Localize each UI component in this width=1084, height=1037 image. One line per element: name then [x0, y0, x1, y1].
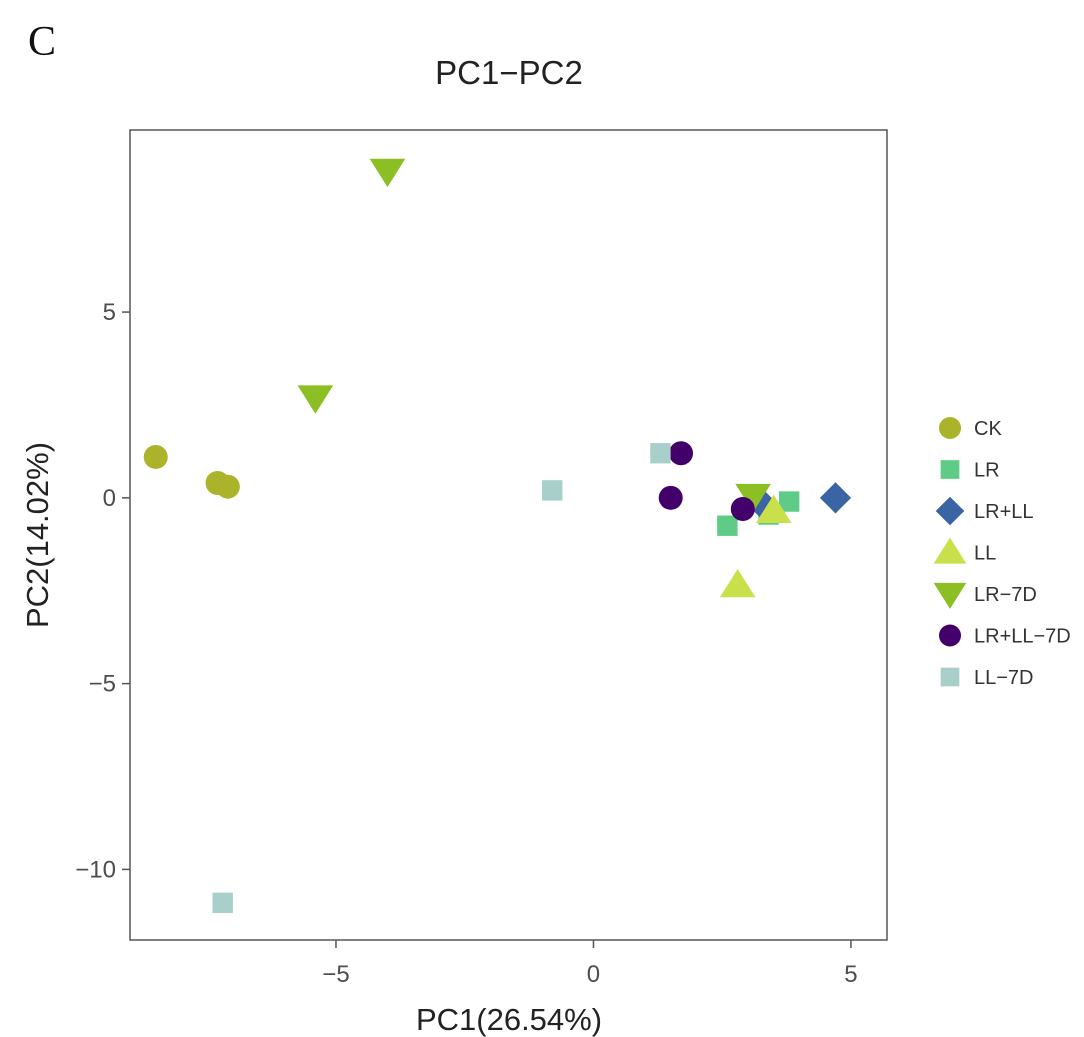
data-point [819, 482, 852, 514]
y-tick-label: 5 [103, 299, 116, 326]
legend-label: LL [974, 543, 996, 565]
chart-title: PC1−PC2 [435, 54, 583, 91]
data-point [730, 496, 755, 521]
x-axis: −5 0 5 [322, 940, 858, 988]
data-point [735, 483, 771, 513]
y-axis-label: PC2(14.02%) [20, 442, 55, 628]
y-tick-label: 0 [103, 485, 116, 512]
data-point [297, 385, 334, 414]
legend-label: LL−7D [974, 667, 1034, 689]
legend-label: LR−7D [974, 584, 1037, 606]
legend-key [940, 460, 960, 479]
legend-key [933, 537, 967, 564]
data-point [143, 444, 168, 469]
plot-frame [129, 129, 888, 941]
data-point [658, 485, 683, 510]
data-point [369, 158, 406, 188]
legend-label: CK [974, 418, 1002, 440]
legend: CK LR LR+LL LL LR−7D LR+LL−7D LL−7D [933, 417, 1071, 689]
x-tick-label: 5 [844, 961, 857, 988]
data-point [778, 491, 800, 512]
x-tick-label: −5 [322, 961, 349, 988]
data-point [212, 892, 233, 914]
data-point [755, 494, 792, 523]
panel-label: C [28, 19, 56, 65]
legend-label: LR+LL−7D [974, 626, 1071, 648]
data-points [143, 158, 852, 914]
legend-key [940, 667, 960, 687]
data-point [747, 489, 780, 521]
data-point [669, 441, 694, 466]
legend-key [935, 496, 965, 526]
legend-key [939, 624, 961, 647]
legend-label: LR [974, 460, 1000, 482]
data-point [215, 474, 240, 499]
data-point [717, 515, 738, 536]
x-tick-label: 0 [587, 961, 600, 988]
data-point [650, 443, 671, 464]
data-point [719, 568, 756, 598]
y-tick-label: −5 [89, 671, 116, 698]
y-tick-label: −10 [75, 856, 116, 883]
data-point [542, 480, 563, 501]
legend-label: LR+LL [974, 501, 1034, 523]
plot-panel [129, 129, 888, 941]
y-axis: −10 −5 0 5 [75, 299, 130, 883]
x-axis-label: PC1(26.54%) [416, 1002, 602, 1037]
legend-key [933, 582, 967, 609]
legend-key [939, 417, 961, 439]
